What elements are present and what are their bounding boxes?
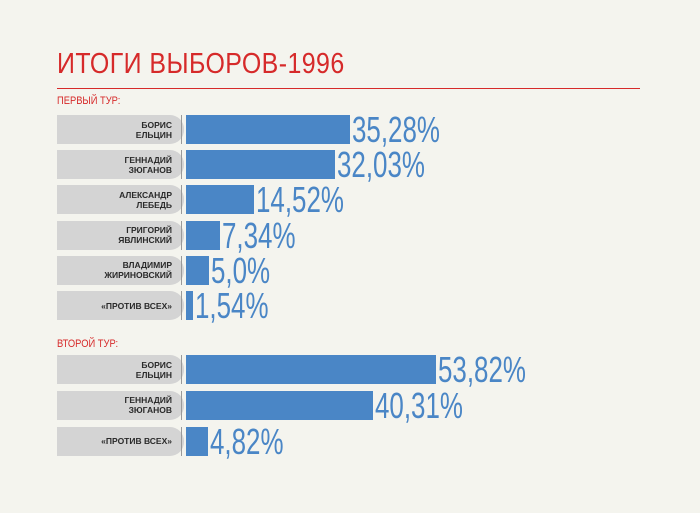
bar-row: ГЕННАДИЙ ЗЮГАНОВ 40,31% bbox=[0, 384, 700, 426]
candidate-label-pill: АЛЕКСАНДР ЛЕБЕДЬ bbox=[57, 185, 184, 215]
value-label: 7,34% bbox=[222, 214, 296, 256]
candidate-name: АЛЕКСАНДР ЛЕБЕДЬ bbox=[119, 189, 172, 210]
candidate-label-pill: ГЕННАДИЙ ЗЮГАНОВ bbox=[57, 150, 184, 180]
label-divider bbox=[181, 291, 182, 320]
candidate-name: «ПРОТИВ ВСЕХ» bbox=[101, 436, 172, 447]
candidate-label-pill: БОРИС ЕЛЬЦИН bbox=[57, 355, 184, 384]
bar bbox=[186, 355, 437, 384]
candidate-name: БОРИС ЕЛЬЦИН bbox=[135, 119, 172, 140]
candidate-name: ГЕННАДИЙ ЗЮГАНОВ bbox=[124, 154, 173, 175]
candidate-label-pill: «ПРОТИВ ВСЕХ» bbox=[57, 291, 184, 320]
label-divider bbox=[181, 115, 182, 144]
section-label-round-1: ПЕРВЫЙ ТУР: bbox=[57, 95, 121, 107]
value-label: 40,31% bbox=[375, 384, 464, 426]
bar bbox=[186, 115, 351, 144]
bar bbox=[186, 150, 335, 180]
bar bbox=[186, 426, 209, 456]
bar-row: ГРИГОРИЙ ЯВЛИНСКИЙ 7,34% bbox=[0, 214, 700, 256]
bar bbox=[186, 185, 254, 215]
bar-row: «ПРОТИВ ВСЕХ» 4,82% bbox=[0, 420, 700, 462]
value-label: 35,28% bbox=[352, 109, 440, 150]
value-label: 4,82% bbox=[210, 420, 284, 462]
candidate-name: ВЛАДИМИР ЖИРИНОВСКИЙ bbox=[104, 260, 172, 281]
candidate-label-pill: «ПРОТИВ ВСЕХ» bbox=[57, 426, 184, 456]
candidate-name: БОРИС ЕЛЬЦИН bbox=[135, 359, 172, 380]
value-label: 1,54% bbox=[195, 285, 269, 326]
label-divider bbox=[181, 426, 182, 456]
bar-row: БОРИС ЕЛЬЦИН 53,82% bbox=[0, 352, 700, 388]
candidate-label-pill: БОРИС ЕЛЬЦИН bbox=[57, 115, 184, 144]
label-divider bbox=[181, 185, 182, 215]
section-label-round-2: ВТОРОЙ ТУР: bbox=[57, 338, 119, 350]
bar bbox=[186, 291, 194, 320]
bar-row: ВЛАДИМИР ЖИРИНОВСКИЙ 5,0% bbox=[0, 249, 700, 291]
label-divider bbox=[181, 355, 182, 384]
bar-row: БОРИС ЕЛЬЦИН 35,28% bbox=[0, 112, 700, 148]
value-label: 14,52% bbox=[255, 179, 344, 221]
bar bbox=[186, 390, 374, 420]
label-divider bbox=[181, 255, 182, 285]
candidate-name: «ПРОТИВ ВСЕХ» bbox=[101, 300, 172, 311]
candidate-name: ГЕННАДИЙ ЗЮГАНОВ bbox=[124, 395, 173, 416]
bar-row: АЛЕКСАНДР ЛЕБЕДЬ 14,52% bbox=[0, 182, 700, 218]
value-label: 32,03% bbox=[336, 144, 425, 186]
label-divider bbox=[181, 390, 182, 420]
title-rule bbox=[57, 88, 640, 89]
candidate-label-pill: ГРИГОРИЙ ЯВЛИНСКИЙ bbox=[57, 220, 184, 250]
bar-row: «ПРОТИВ ВСЕХ» 1,54% bbox=[0, 288, 700, 324]
bar bbox=[186, 220, 221, 250]
value-label: 5,0% bbox=[211, 249, 271, 291]
candidate-label-pill: ГЕННАДИЙ ЗЮГАНОВ bbox=[57, 390, 184, 420]
candidate-label-pill: ВЛАДИМИР ЖИРИНОВСКИЙ bbox=[57, 255, 184, 285]
label-divider bbox=[181, 150, 182, 180]
bar-row: ГЕННАДИЙ ЗЮГАНОВ 32,03% bbox=[0, 147, 700, 183]
label-divider bbox=[181, 220, 182, 250]
bar bbox=[186, 255, 210, 285]
value-label: 53,82% bbox=[438, 349, 527, 390]
chart-title: ИТОГИ ВЫБОРОВ-1996 bbox=[57, 48, 345, 80]
candidate-name: ГРИГОРИЙ ЯВЛИНСКИЙ bbox=[118, 225, 172, 246]
